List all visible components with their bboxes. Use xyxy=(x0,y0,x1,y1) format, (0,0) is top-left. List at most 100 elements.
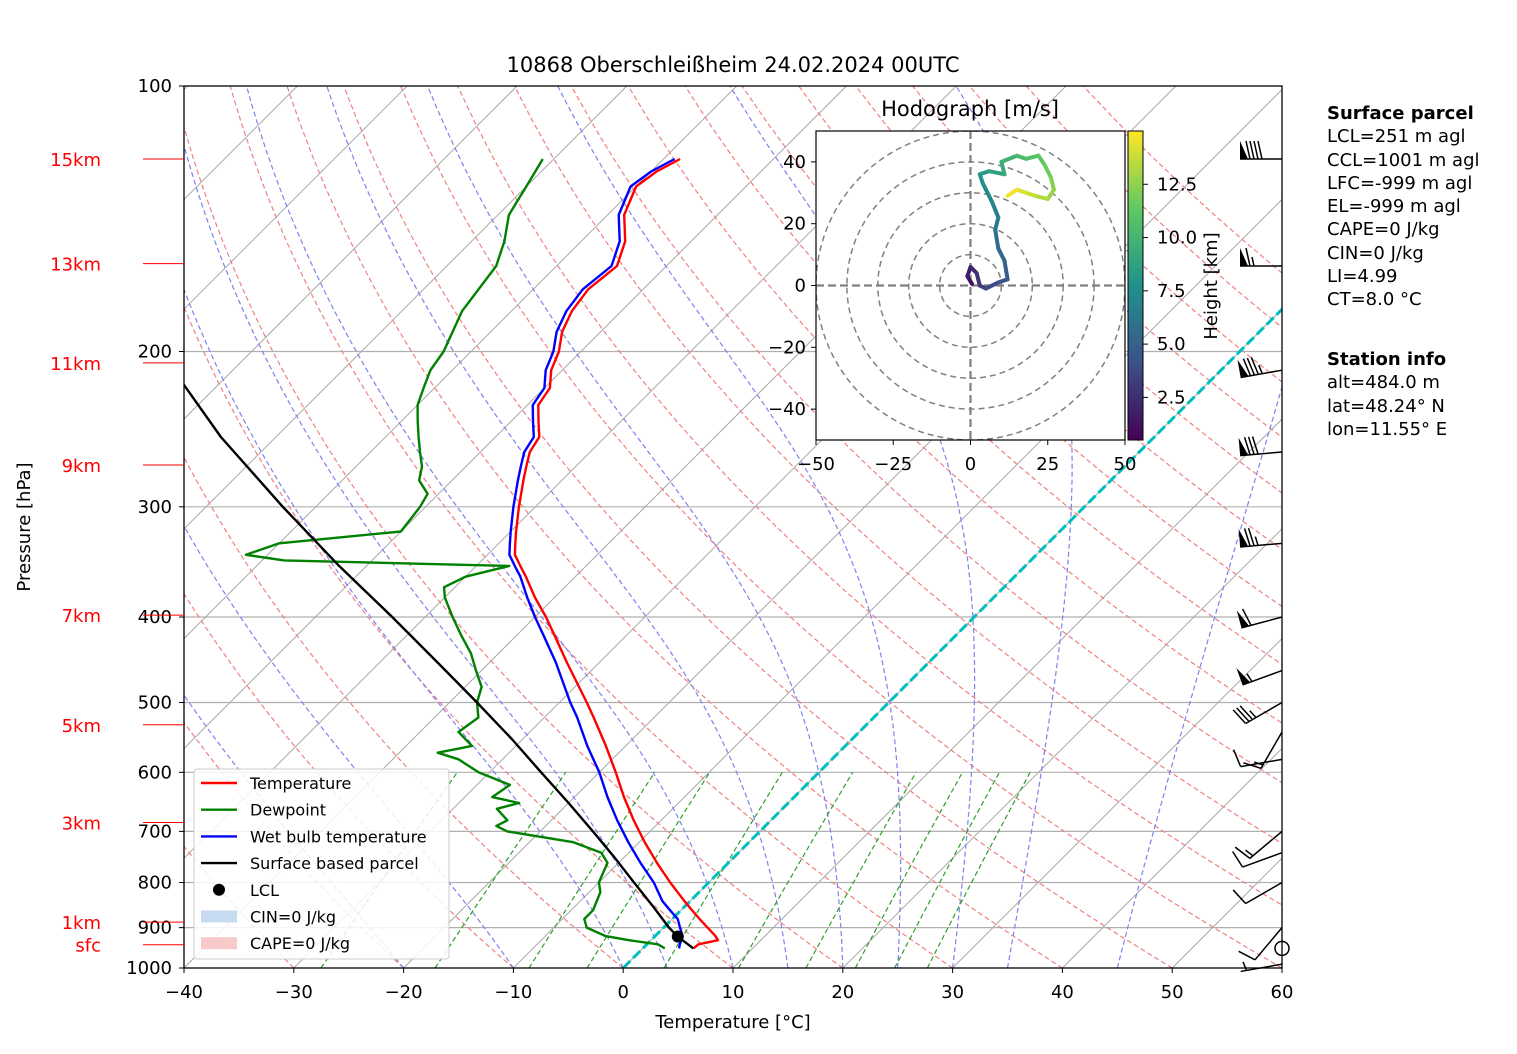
barb-half xyxy=(1245,849,1254,857)
y-tick-label: 400 xyxy=(138,607,172,628)
surface-parcel-panel: Surface parcel LCL=251 m agl CCL=1001 m … xyxy=(1327,102,1480,312)
dry-adiabat xyxy=(343,86,1173,968)
mixing-ratio-line xyxy=(434,771,567,968)
barb-flag xyxy=(1236,610,1250,628)
hodograph-trace xyxy=(983,280,1001,291)
x-tick-label: −10 xyxy=(494,982,532,1003)
hodo-y-tick-label: 40 xyxy=(783,152,806,173)
x-tick-label: 10 xyxy=(722,982,745,1003)
hodograph-trace xyxy=(996,246,1007,263)
y-axis-label: Pressure [hPa] xyxy=(14,462,35,591)
surface-parcel-header: Surface parcel xyxy=(1327,103,1474,124)
barb-full xyxy=(1245,140,1251,160)
mixing-ratio-line xyxy=(586,771,711,968)
barb-full xyxy=(1253,140,1259,160)
isotherm-line xyxy=(0,86,78,968)
barb-flag xyxy=(1240,141,1248,160)
x-tick-label: 50 xyxy=(1161,982,1184,1003)
dry-adiabat xyxy=(286,86,1063,968)
skewt-series xyxy=(184,157,720,950)
legend-dot-swatch xyxy=(213,883,225,896)
y-tick-label: 200 xyxy=(138,342,172,363)
legend-label: Wet bulb temperature xyxy=(250,827,427,846)
height-label: 11km xyxy=(50,354,101,375)
hodograph-title: Hodograph [m/s] xyxy=(881,97,1059,121)
dry-adiabat xyxy=(457,86,1282,906)
barb-full xyxy=(1246,357,1256,376)
hodograph-trace xyxy=(974,271,982,288)
barb-half xyxy=(1254,536,1259,546)
barb-flag xyxy=(1238,529,1249,547)
wind-barbs xyxy=(1231,140,1290,973)
colorbar-label: Height [km] xyxy=(1201,232,1222,339)
dry-adiabat xyxy=(184,124,844,968)
barb-full xyxy=(1245,247,1251,267)
legend-label: CAPE=0 J/kg xyxy=(250,934,350,953)
mixing-ratio-line xyxy=(738,771,854,968)
legend: Temperature Dewpoint Wet bulb temperature S… xyxy=(193,768,450,960)
x-tick-label: 20 xyxy=(831,982,854,1003)
hodograph-trace xyxy=(1042,162,1053,180)
barb-full xyxy=(1232,889,1247,905)
temperature-line xyxy=(513,157,720,950)
station-info-line: alt=484.0 m xyxy=(1327,372,1440,394)
x-tick-label: −20 xyxy=(385,982,423,1003)
hodograph-trace xyxy=(993,215,1001,232)
isotherm-line xyxy=(184,86,408,310)
zero-isotherm xyxy=(622,307,1282,968)
dewpoint-line xyxy=(244,158,666,950)
colorbar-tick-label: 5.0 xyxy=(1157,334,1186,355)
x-tick-label: 30 xyxy=(941,982,964,1003)
y-tick-label: 600 xyxy=(138,762,172,783)
hodo-y-tick-label: 0 xyxy=(795,276,806,297)
isotherm-line xyxy=(952,637,1282,968)
height-label: 15km xyxy=(50,150,101,171)
barb-full xyxy=(1241,608,1252,626)
hodo-x-tick-label: −50 xyxy=(797,454,835,475)
barb-full xyxy=(1238,950,1256,961)
barb-half xyxy=(1251,256,1255,267)
moist-adiabat xyxy=(1116,384,1282,968)
barb-full xyxy=(1242,358,1252,377)
hodo-y-tick-label: −20 xyxy=(768,337,806,358)
dry-adiabat xyxy=(184,305,734,968)
x-tick-label: 60 xyxy=(1271,982,1294,1003)
legend-label: Temperature xyxy=(249,774,351,793)
barb-full xyxy=(1247,436,1255,455)
x-tick-label: 40 xyxy=(1051,982,1074,1003)
moist-adiabat xyxy=(326,86,789,968)
barb-staff xyxy=(1240,451,1283,457)
hodo-y-tick-label: 20 xyxy=(783,214,806,235)
y-tick-label: 900 xyxy=(138,918,172,939)
mixing-ratio-line xyxy=(805,772,917,968)
surface-parcel-line: CIN=0 J/kg xyxy=(1327,242,1424,264)
isotherm-line xyxy=(732,418,1282,968)
barb-staff xyxy=(1249,830,1283,859)
x-axis-label: Temperature [°C] xyxy=(654,1012,810,1033)
moist-adiabat xyxy=(184,143,668,968)
hodo-x-tick-label: −25 xyxy=(874,454,912,475)
barb-full xyxy=(1232,749,1242,767)
y-tick-label: 700 xyxy=(138,821,172,842)
hodograph-trace xyxy=(1005,187,1019,198)
mixing-ratio-line xyxy=(663,771,783,968)
moist-adiabat xyxy=(557,86,902,968)
station-info-line: lon=11.55° E xyxy=(1327,418,1448,440)
barb-flag xyxy=(1236,668,1251,685)
moist-adiabat xyxy=(245,86,734,968)
barb-half xyxy=(1258,364,1263,374)
surface-parcel-line: LFC=-999 m agl xyxy=(1327,172,1473,194)
surface-parcel-line: EL=-999 m agl xyxy=(1327,196,1461,218)
colorbar-tick-label: 10.0 xyxy=(1157,228,1197,249)
mixing-ratio-line xyxy=(926,772,1031,968)
barb-flag xyxy=(1240,248,1248,267)
barb-staff xyxy=(1242,851,1283,868)
y-tick-label: 500 xyxy=(138,692,172,713)
y-tick-label: 1000 xyxy=(126,958,172,979)
isotherm-line xyxy=(513,198,1282,968)
barb-full xyxy=(1257,140,1263,160)
barb-staff xyxy=(1240,758,1283,768)
height-label: 7km xyxy=(62,606,101,627)
